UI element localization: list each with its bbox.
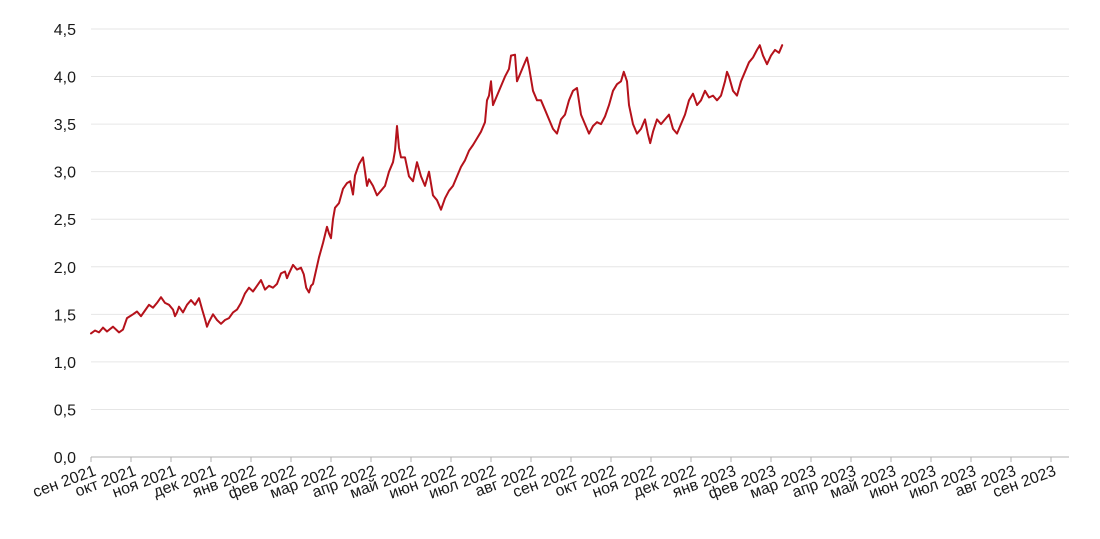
y-tick-label: 4,0 — [54, 70, 76, 87]
series-layer — [90, 44, 784, 335]
y-tick-label: 3,5 — [54, 117, 76, 134]
y-tick-label: 2,5 — [54, 212, 76, 229]
y-axis-ticks: 0,0 0,5 1,0 1,5 2,0 2,5 3,0 3,5 4,0 4,5 — [54, 22, 76, 467]
series-line — [90, 44, 784, 335]
grid — [91, 28, 1069, 410]
y-tick-label: 1,0 — [54, 355, 76, 372]
y-tick-label: 0,5 — [54, 402, 76, 419]
y-tick-label: 0,0 — [54, 450, 76, 467]
y-tick-label: 1,5 — [54, 307, 76, 324]
y-tick-label: 3,0 — [54, 165, 76, 182]
y-tick-label: 2,0 — [54, 260, 76, 277]
y-tick-label: 4,5 — [54, 22, 76, 39]
